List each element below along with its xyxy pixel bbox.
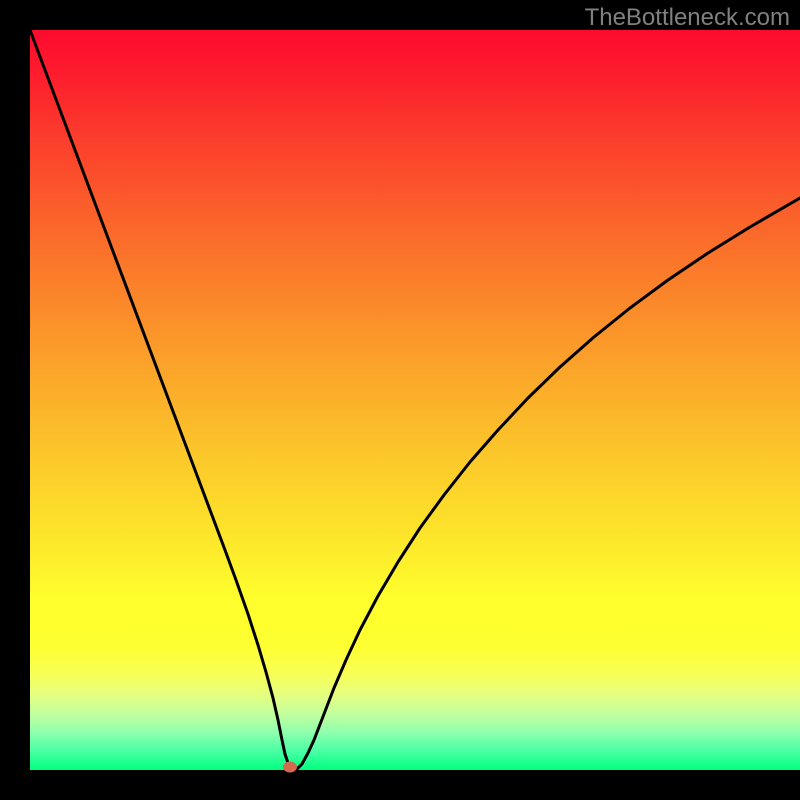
plot-area: [30, 30, 800, 770]
bottleneck-curve: [30, 30, 800, 770]
optimum-marker: [283, 762, 297, 773]
frame-border-bottom: [0, 770, 800, 800]
frame-border-left: [0, 0, 30, 800]
watermark-text: TheBottleneck.com: [585, 4, 790, 32]
